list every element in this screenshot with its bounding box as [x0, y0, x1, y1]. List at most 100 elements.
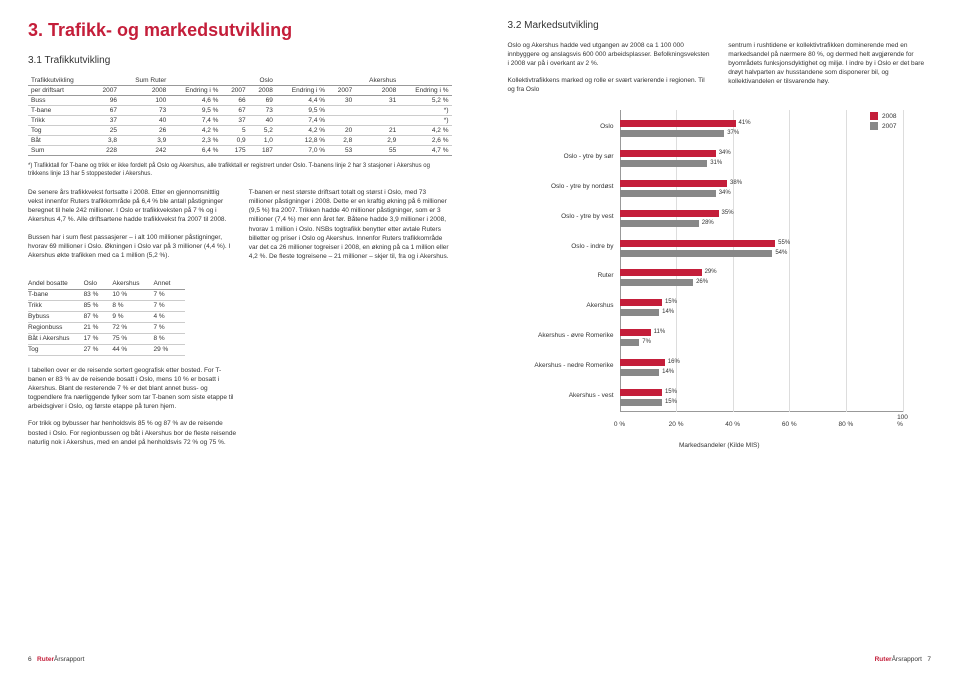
- bar-2007: [620, 160, 708, 167]
- bar-2008: [620, 210, 719, 217]
- bar-2007: [620, 399, 662, 406]
- table-header: Annet: [154, 279, 185, 290]
- table-header: 2008: [249, 86, 276, 96]
- body-text: Kollektivtrafikkens marked og rolle er s…: [508, 76, 711, 94]
- bar-2008: [620, 150, 716, 157]
- body-text: T-banen er nest største driftsart totalt…: [249, 188, 452, 261]
- category-label: Akershus: [508, 302, 618, 309]
- section-subtitle: 3.2 Markedsutvikling: [508, 20, 932, 31]
- table-header: [399, 76, 451, 86]
- table-row: Trikk37407,4 %37407,4 %*): [28, 116, 452, 126]
- page-left: 3. Trafikk- og markedsutvikling 3.1 Traf…: [0, 0, 480, 675]
- bar-2007: [620, 220, 699, 227]
- table-header: Endring i %: [169, 86, 221, 96]
- gridline: [903, 110, 904, 412]
- page-footer: 6 RuterÅrsrapport: [28, 656, 84, 663]
- table-header: Trafikkutvikling: [28, 76, 93, 86]
- footer-label: Årsrapport: [892, 656, 922, 663]
- table-header: 2008: [120, 86, 169, 96]
- bar-value: 15%: [665, 389, 677, 396]
- body-text: sentrum i rushtidene er kollektivtrafikk…: [728, 41, 931, 86]
- bar-value: 37%: [727, 130, 739, 137]
- page-title: 3. Trafikk- og markedsutvikling: [28, 20, 452, 41]
- table-row: Bybuss87 %9 %4 %: [28, 311, 185, 322]
- body-text: For trikk og bybusser har henholdsvis 85…: [28, 419, 238, 446]
- table-header: 2007: [93, 86, 120, 96]
- bar-2008: [620, 180, 728, 187]
- bar-2007: [620, 130, 725, 137]
- table-header: Andel bosatte: [28, 279, 84, 290]
- bar-2008: [620, 240, 776, 247]
- bar-2008: [620, 389, 662, 396]
- table-header: Oslo: [249, 76, 276, 86]
- gridline: [733, 110, 734, 412]
- bar-2008: [620, 120, 736, 127]
- footer-brand: Ruter: [37, 656, 54, 663]
- category-label: Oslo - indre by: [508, 243, 618, 250]
- table-header: [276, 76, 328, 86]
- page-footer: RuterÅrsrapport 7: [875, 656, 931, 663]
- x-axis-label: 20 %: [669, 421, 684, 428]
- table-header: Akershus: [355, 76, 399, 86]
- bar-value: 54%: [775, 250, 787, 257]
- table-header: 2007: [221, 86, 248, 96]
- category-label: Oslo - ytre by nordøst: [508, 183, 618, 190]
- chart-container: 2008 2007 0 %20 %40 %60 %80 %100 %Oslo41…: [508, 110, 932, 449]
- body-columns: De senere års trafikkvekst fortsatte i 2…: [28, 188, 452, 269]
- traffic-table: Trafikkutvikling Sum Ruter Oslo Akershus pe…: [28, 76, 452, 156]
- share-table: Andel bosatteOsloAkershusAnnet T-bane83 …: [28, 279, 185, 356]
- bar-2007: [620, 339, 640, 346]
- table-header: 2007: [328, 86, 355, 96]
- body-text: De senere års trafikkvekst fortsatte i 2…: [28, 188, 231, 224]
- table-row: T-bane83 %10 %7 %: [28, 289, 185, 300]
- bar-value: 35%: [722, 210, 734, 217]
- legend-label: 2007: [882, 123, 896, 130]
- table-row: Båt i Akershus17 %75 %8 %: [28, 333, 185, 344]
- table-header: Sum Ruter: [120, 76, 169, 86]
- bar-value: 28%: [702, 220, 714, 227]
- table-row: Sum2282426,4 %1751877,0 %53554,7 %: [28, 146, 452, 156]
- category-label: Akershus - vest: [508, 392, 618, 399]
- table-header: 2008: [355, 86, 399, 96]
- body-columns: Oslo og Akershus hadde ved utgangen av 2…: [508, 41, 932, 102]
- category-label: Oslo: [508, 123, 618, 130]
- chart-caption: Markedsandeler (Kilde MIS): [508, 442, 932, 449]
- table-header: Oslo: [84, 279, 113, 290]
- bar-2007: [620, 309, 660, 316]
- bar-value: 14%: [662, 369, 674, 376]
- bar-value: 38%: [730, 180, 742, 187]
- x-axis-label: 60 %: [782, 421, 797, 428]
- bar-value: 11%: [654, 329, 666, 336]
- page-right: 3.2 Markedsutvikling Oslo og Akershus ha…: [480, 0, 959, 675]
- body-text: I tabellen over er de reisende sortert g…: [28, 366, 238, 411]
- x-axis-label: 80 %: [838, 421, 853, 428]
- bar-value: 41%: [739, 120, 751, 127]
- category-label: Akershus - nedre Romerike: [508, 362, 618, 369]
- table-row: Tog27 %44 %29 %: [28, 344, 185, 355]
- table-footnote: *) Trafikktall for T-bane og trikk er ik…: [28, 162, 452, 178]
- bar-value: 34%: [719, 190, 731, 197]
- category-label: Akershus - øvre Romerike: [508, 332, 618, 339]
- bar-value: 16%: [668, 359, 680, 366]
- table-header: [328, 76, 355, 86]
- x-axis-label: 100 %: [897, 414, 908, 428]
- bar-2007: [620, 190, 716, 197]
- table-header: [169, 76, 221, 86]
- bar-value: 15%: [665, 399, 677, 406]
- x-axis-label: 0 %: [614, 421, 625, 428]
- section-subtitle: 3.1 Trafikkutvikling: [28, 55, 452, 66]
- bar-value: 26%: [696, 279, 708, 286]
- table-row: Buss961004,6 %66694,4 %30315,2 %: [28, 96, 452, 106]
- bar-value: 14%: [662, 309, 674, 316]
- table-header: per driftsart: [28, 86, 93, 96]
- x-axis: [620, 411, 903, 412]
- body-text: Oslo og Akershus hadde ved utgangen av 2…: [508, 41, 711, 68]
- bar-2008: [620, 269, 702, 276]
- bar-2008: [620, 359, 665, 366]
- page-number: 6: [28, 656, 32, 663]
- footer-brand: Ruter: [875, 656, 892, 663]
- table-row: T-bane67739,5 %67739,5 %*): [28, 106, 452, 116]
- table-header: Endring i %: [276, 86, 328, 96]
- bar-value: 55%: [778, 240, 790, 247]
- table-header: [93, 76, 120, 86]
